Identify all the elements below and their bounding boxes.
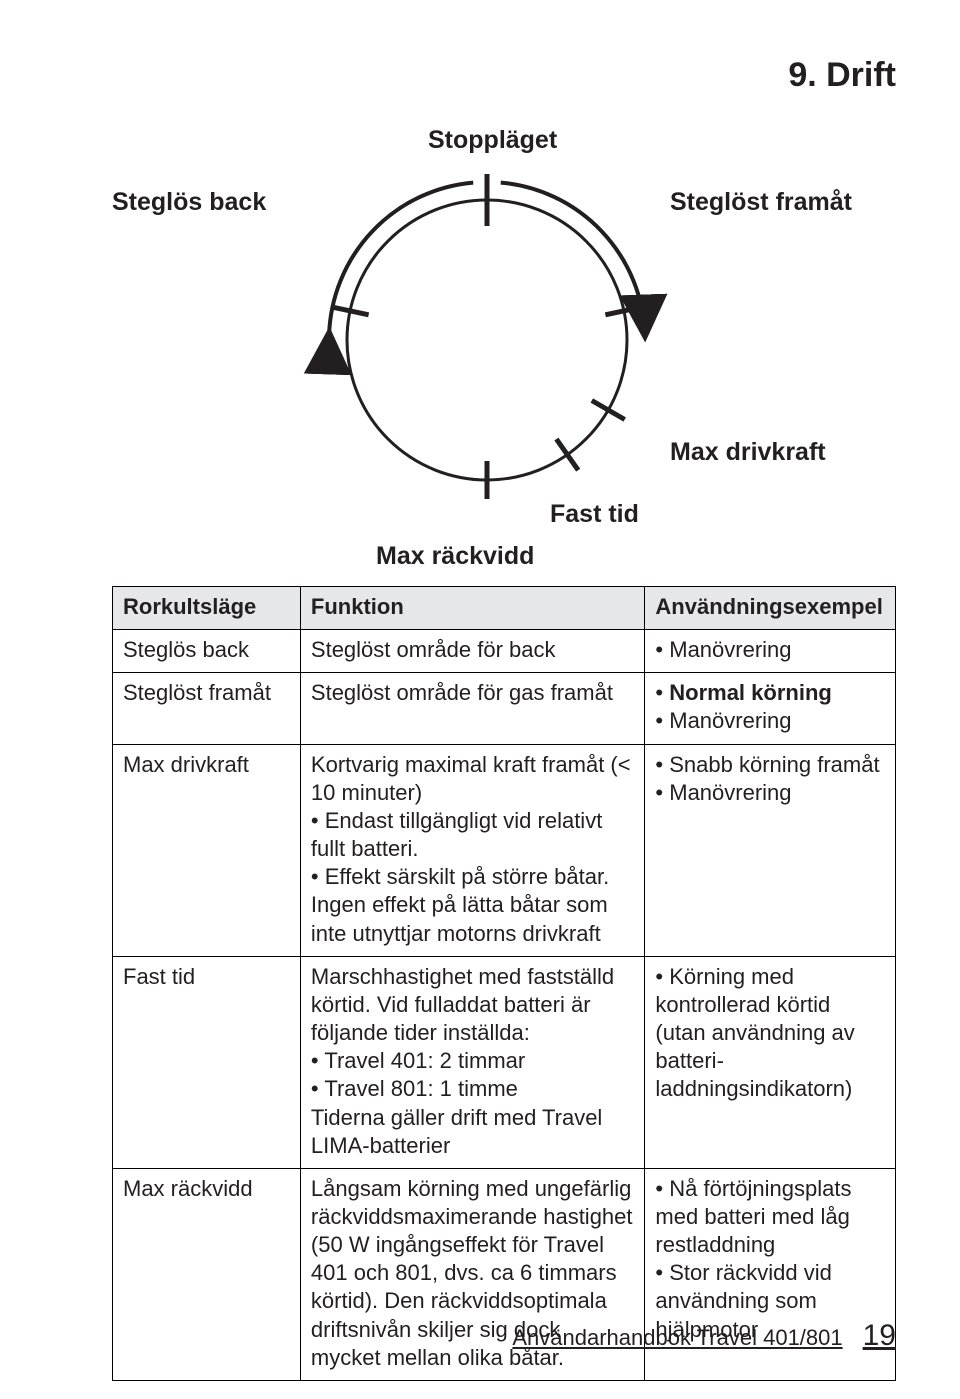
- label-stop: Stoppläget: [428, 126, 557, 155]
- table-row: Steglöst framåt Steglöst område för gas …: [113, 673, 896, 744]
- cell-mode: Steglös back: [113, 630, 301, 673]
- table-header-row: Rorkultsläge Funktion Användningsexempel: [113, 587, 896, 630]
- table-row: Steglös back Steglöst område för back • …: [113, 630, 896, 673]
- cell-func: Kortvarig maximal kraft framåt (< 10 min…: [300, 744, 645, 956]
- label-back: Steglös back: [112, 188, 266, 217]
- page-number: 19: [863, 1319, 896, 1353]
- th-function: Funktion: [300, 587, 645, 630]
- footer-text: Användarhandbok Travel 401/801: [512, 1325, 842, 1351]
- cell-func: Steglöst område för gas framåt: [300, 673, 645, 744]
- page: 9. Drift Stoppläget Steglös back Steglös…: [0, 0, 960, 1399]
- tiller-dial-diagram: Stoppläget Steglös back Steglöst framåt …: [112, 112, 882, 550]
- cell-text: •: [655, 680, 669, 705]
- table-row: Max drivkraft Kortvarig maximal kraft fr…: [113, 744, 896, 956]
- dial-svg: [297, 150, 677, 530]
- label-max-drive: Max drivkraft: [670, 438, 826, 467]
- cell-mode: Steglöst framåt: [113, 673, 301, 744]
- label-max-range: Max räckvidd: [376, 542, 534, 571]
- cell-func: Marschhastighet med fastställd körtid. V…: [300, 956, 645, 1168]
- cell-mode: Fast tid: [113, 956, 301, 1168]
- th-mode: Rorkultsläge: [113, 587, 301, 630]
- section-title: 9. Drift: [788, 56, 896, 95]
- cell-mode: Max drivkraft: [113, 744, 301, 956]
- cell-func: Steglöst område för back: [300, 630, 645, 673]
- label-fast-time: Fast tid: [550, 500, 639, 529]
- cell-text-bold: Normal körning: [669, 680, 832, 705]
- cell-example: • Körning med kontrollerad körtid (utan …: [645, 956, 896, 1168]
- mode-table: Rorkultsläge Funktion Användningsexempel…: [112, 586, 896, 1381]
- footer: Användarhandbok Travel 401/801 19: [0, 1319, 960, 1353]
- label-forward: Steglöst framåt: [670, 188, 852, 217]
- table-row: Fast tid Marschhastighet med fastställd …: [113, 956, 896, 1168]
- th-example: Användningsexempel: [645, 587, 896, 630]
- cell-text: • Manövrering: [655, 708, 791, 733]
- cell-example: • Snabb körning framåt• Manövrering: [645, 744, 896, 956]
- cell-example: • Manövrering: [645, 630, 896, 673]
- cell-example: • Normal körning • Manövrering: [645, 673, 896, 744]
